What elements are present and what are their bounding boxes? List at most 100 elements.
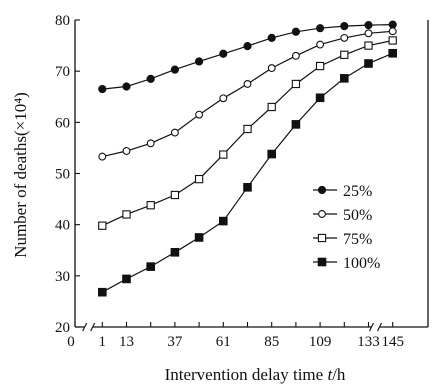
data-point (194, 233, 204, 242)
data-point (316, 24, 325, 33)
legend: 25% 50% 75% 100% (313, 183, 380, 272)
data-point (291, 79, 301, 89)
data-point (170, 65, 179, 74)
x-tick-label: 61 (216, 334, 231, 350)
x-axis-title-unit: /h (332, 365, 346, 384)
data-point (146, 74, 155, 83)
legend-label: 25% (343, 183, 372, 200)
legend-marker (318, 210, 326, 218)
series-1 (98, 20, 397, 94)
data-point (340, 50, 349, 59)
data-point (122, 147, 131, 155)
data-point (243, 80, 252, 88)
y-tick-label: 70 (55, 64, 70, 80)
x-tick-label: 37 (167, 334, 183, 350)
data-point (219, 150, 228, 159)
data-point (364, 41, 373, 50)
x-tick-label: 13 (119, 334, 134, 350)
axis-break-mark (369, 322, 382, 332)
legend-label: 100% (343, 255, 380, 272)
data-point (195, 110, 204, 119)
axes (74, 20, 429, 332)
data-point (98, 221, 107, 230)
data-point (388, 20, 397, 29)
data-point (316, 40, 325, 49)
data-point (243, 183, 252, 192)
data-point (267, 102, 276, 112)
legend-label: 50% (343, 207, 372, 224)
series-2 (98, 27, 397, 161)
axis-titles: Intervention delay time t/h Number of de… (11, 92, 346, 384)
x-tick-label: 109 (309, 334, 332, 350)
data-point (170, 190, 180, 200)
x-axis-title-var: t (327, 365, 333, 384)
data-point (146, 262, 155, 271)
series-4 (98, 48, 397, 297)
series-line (102, 24, 393, 90)
data-point (122, 82, 131, 91)
data-point (267, 149, 276, 159)
x-tick-label: 145 (381, 334, 404, 350)
data-point (219, 49, 228, 58)
y-tick-label: 80 (55, 13, 70, 29)
series-3 (98, 36, 397, 230)
x-axis-title-text: Intervention delay time (165, 365, 324, 384)
data-point (267, 33, 276, 43)
data-point (340, 74, 349, 83)
series-layer (98, 20, 397, 297)
data-point (315, 93, 325, 103)
data-point (243, 124, 252, 134)
data-point (364, 29, 373, 38)
x-tick-label: 1 (99, 334, 107, 350)
x-tick-label: 0 (67, 334, 75, 350)
data-point (291, 51, 300, 60)
data-point (219, 94, 228, 103)
legend-marker (317, 257, 327, 267)
data-point (388, 48, 397, 58)
y-axis-title-unit: (×10⁴) (11, 92, 30, 136)
data-point (364, 59, 373, 68)
data-point (219, 216, 228, 226)
data-point (170, 128, 179, 137)
data-point (315, 61, 325, 71)
legend-entry: 75% (313, 231, 372, 248)
legend-entry: 50% (313, 207, 372, 224)
data-point (388, 36, 397, 45)
y-tick-label: 60 (55, 115, 70, 131)
data-point (194, 174, 204, 184)
data-point (195, 57, 204, 66)
data-point (146, 201, 155, 210)
y-axis-title-text: Number of deaths (11, 136, 30, 258)
data-point (291, 120, 301, 129)
data-point (364, 21, 373, 30)
data-point (388, 27, 397, 36)
x-tick-label: 85 (264, 334, 279, 350)
data-point (98, 152, 107, 161)
data-point (340, 33, 349, 42)
y-tick-label: 50 (55, 167, 70, 183)
x-axis-title: Intervention delay time t/h (165, 365, 346, 384)
data-point (170, 247, 180, 257)
y-tick-label: 20 (55, 320, 70, 336)
y-tick-label: 40 (55, 218, 70, 234)
data-point (291, 27, 300, 36)
y-tick-label: 30 (55, 269, 70, 285)
ticks: 20 30 40 50 60 70 80 0 1 13 37 61 85 109 133 145 (55, 13, 404, 350)
data-point (122, 210, 131, 219)
y-axis-title: Number of deaths(×10⁴) (11, 92, 30, 258)
data-point (98, 287, 107, 297)
legend-entry: 25% (313, 183, 372, 200)
data-point (243, 41, 252, 51)
data-point (340, 22, 349, 31)
legend-marker (317, 185, 327, 195)
data-point (122, 274, 131, 284)
legend-entry: 100% (313, 255, 380, 272)
legend-label: 75% (343, 231, 372, 248)
data-point (98, 84, 107, 94)
legend-marker (317, 233, 327, 243)
data-point (146, 139, 155, 148)
data-point (267, 64, 276, 73)
axis-break-mark (82, 322, 96, 332)
x-tick-label: 133 (357, 334, 380, 350)
